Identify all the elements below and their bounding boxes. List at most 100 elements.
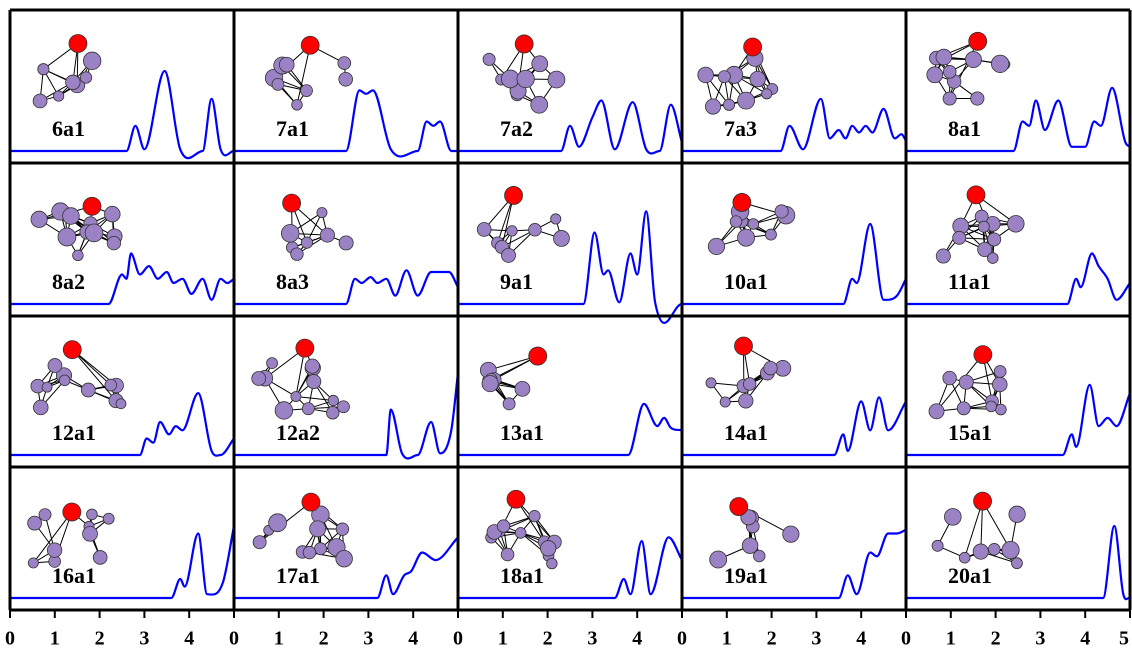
atom	[315, 543, 327, 555]
atom	[501, 548, 514, 561]
atom-red	[301, 36, 319, 54]
atom	[547, 558, 558, 569]
cluster-label: 20a1	[948, 563, 992, 588]
cluster-label: 15a1	[948, 420, 992, 445]
atom	[279, 57, 294, 72]
x-tick-label: 1	[946, 628, 956, 650]
panel: 18a101234	[453, 490, 682, 649]
atom	[501, 248, 515, 262]
atom	[927, 67, 943, 83]
atom	[503, 398, 515, 410]
atom	[320, 228, 334, 242]
atom	[1009, 506, 1025, 522]
atom	[936, 249, 950, 263]
atom-red	[69, 35, 87, 53]
cluster-label: 9a1	[500, 269, 533, 294]
atom	[1011, 558, 1022, 569]
atom	[267, 358, 278, 369]
atom	[253, 536, 266, 549]
panel: 8a3	[234, 194, 458, 304]
spectrum-line	[458, 101, 682, 154]
atom	[482, 376, 498, 392]
atom	[532, 56, 548, 72]
panel: 12a1	[10, 341, 234, 456]
atom	[775, 205, 788, 218]
atom-red	[507, 490, 525, 508]
atom-red	[63, 341, 81, 359]
spectrum-line	[10, 254, 234, 305]
atom	[317, 208, 327, 218]
x-tick-label: 1	[274, 628, 284, 650]
atom-red	[529, 347, 547, 365]
spectrum-line	[458, 211, 682, 323]
atom	[48, 359, 62, 373]
atom	[738, 229, 755, 246]
panel: 14a1	[682, 337, 906, 455]
atom	[929, 404, 944, 419]
atom	[339, 72, 353, 86]
atom	[53, 91, 63, 101]
atom	[33, 400, 48, 415]
panel: 10a1	[682, 193, 906, 304]
atom	[281, 225, 299, 243]
atom	[307, 374, 321, 388]
atom	[301, 237, 312, 248]
atom	[739, 394, 753, 408]
cluster-label: 13a1	[500, 420, 544, 445]
atom	[336, 523, 348, 535]
cluster-label: 16a1	[52, 563, 96, 588]
x-tick-label: 2	[991, 628, 1001, 650]
atom	[477, 223, 491, 237]
atom	[529, 223, 542, 236]
atom	[105, 379, 117, 391]
atom	[987, 253, 998, 264]
atom	[291, 248, 304, 261]
atom	[337, 401, 349, 413]
atom	[252, 372, 266, 386]
panel: 11a1	[906, 186, 1130, 304]
x-tick-label: 2	[95, 628, 105, 650]
x-tick-label: 4	[184, 628, 194, 650]
atom	[515, 381, 530, 396]
atom-red	[505, 186, 523, 204]
atom	[996, 404, 1007, 415]
atom	[540, 541, 555, 556]
atom	[497, 520, 510, 533]
atom-red	[302, 493, 320, 511]
x-tick-label: 0	[5, 628, 15, 650]
atom	[47, 543, 62, 558]
atom	[85, 224, 103, 242]
atom	[992, 377, 1007, 392]
atom	[994, 366, 1006, 378]
panel: 8a2	[10, 197, 234, 304]
atom	[291, 391, 301, 401]
atom	[338, 57, 351, 70]
atom	[529, 510, 540, 521]
spectrum-line	[10, 71, 234, 158]
atom-red	[969, 32, 987, 50]
atom	[959, 552, 970, 563]
atom	[765, 229, 776, 240]
x-tick-label: 0	[901, 628, 911, 650]
atom	[59, 375, 70, 386]
x-tick-label: 4	[1080, 628, 1090, 650]
page: 6a17a17a27a38a18a28a39a110a111a112a112a2…	[0, 0, 1132, 655]
cluster-label: 8a1	[948, 116, 981, 141]
x-tick-label: 4	[632, 628, 642, 650]
x-tick-label: 4	[856, 628, 866, 650]
x-tick-label: 3	[139, 628, 149, 650]
cluster-label: 12a2	[276, 420, 320, 445]
atom	[339, 236, 353, 250]
atom	[303, 546, 316, 559]
atom	[38, 64, 49, 75]
atom	[730, 216, 742, 228]
atom	[742, 538, 758, 554]
atom-red	[296, 339, 314, 357]
atom	[943, 92, 956, 105]
atom	[748, 219, 759, 230]
atom	[39, 509, 51, 521]
atom	[310, 521, 326, 537]
spectrum-line	[906, 88, 1130, 151]
atom	[932, 540, 943, 551]
